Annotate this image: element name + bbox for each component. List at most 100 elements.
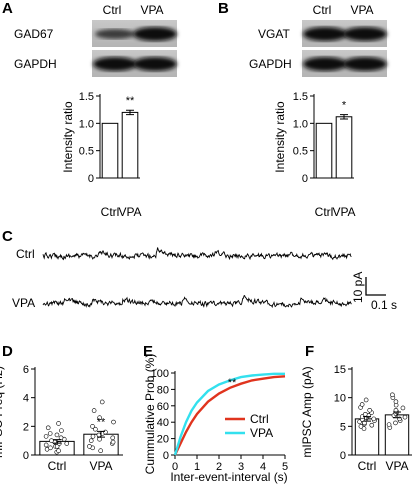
data-point-vpa xyxy=(97,415,102,421)
y-tick-label: 0 xyxy=(23,450,29,462)
y-tick-label: 0 xyxy=(163,450,169,462)
error-bar-vpa xyxy=(97,430,105,438)
data-point-vpa xyxy=(90,434,96,439)
data-point-ctrl xyxy=(48,445,53,451)
y-axis-label: Intensity ratio xyxy=(273,101,287,173)
y-tick-label: 1.5 xyxy=(293,91,308,103)
data-point-ctrl xyxy=(371,416,377,422)
data-point-vpa xyxy=(110,439,116,445)
y-tick-label: 15 xyxy=(334,364,346,376)
data-point-vpa xyxy=(97,436,102,442)
y-tick-label: 4 xyxy=(23,393,29,405)
x-tick-label: 1 xyxy=(194,461,200,473)
bar-ctrl xyxy=(315,122,333,179)
panel-label-c: C xyxy=(2,228,13,245)
y-tick-label: 10 xyxy=(334,393,346,405)
data-point-vpa xyxy=(93,426,98,432)
bar-vpa xyxy=(335,116,353,179)
blot-a-col-ctrl: Ctrl xyxy=(103,3,122,17)
x-tick-label-vpa: VPA xyxy=(385,459,408,473)
data-point-ctrl xyxy=(361,426,367,431)
y-axis-label: mIPSC Freq (Hz) xyxy=(0,366,5,458)
data-point-ctrl xyxy=(54,432,60,438)
panel-label-f: F xyxy=(305,343,314,360)
bar-ctrl xyxy=(354,418,380,456)
series-line-ctrl xyxy=(173,375,286,456)
data-point-ctrl xyxy=(56,421,61,426)
y-tick-label: 6 xyxy=(23,364,29,376)
y-tick-label: 2 xyxy=(23,421,29,433)
significance-marker: * xyxy=(342,100,347,112)
scale-bar xyxy=(365,277,386,296)
legend-label-vpa: VPA xyxy=(250,426,273,440)
data-point-ctrl xyxy=(358,424,364,429)
blot-b-col-ctrl: Ctrl xyxy=(313,3,332,17)
significance-marker: ** xyxy=(126,95,135,107)
blot-b-band xyxy=(343,27,387,41)
data-point-ctrl xyxy=(369,422,375,428)
y-tick-label: 60 xyxy=(157,401,169,413)
panel-label-d: D xyxy=(2,343,13,360)
legend-label-ctrl: Ctrl xyxy=(250,412,269,426)
blot-b-band-gapdh: GAPDH xyxy=(249,57,292,71)
blot-b-col-vpa: VPA xyxy=(350,3,373,17)
error-bar-ctrl xyxy=(53,439,61,444)
x-tick-label: 5 xyxy=(282,461,288,473)
data-point-vpa xyxy=(90,424,95,429)
data-point-vpa xyxy=(91,408,97,413)
y-tick-label: 1.0 xyxy=(293,118,308,130)
scale-bar-x-label: 0.1 s xyxy=(371,298,397,312)
traces-c: Ctrl VPA 10 pA 0.1 s xyxy=(12,247,397,312)
data-point-vpa xyxy=(111,419,116,425)
significance-marker: ** xyxy=(228,377,237,389)
series-line-vpa xyxy=(173,372,285,456)
x-tick-label-ctrl: Ctrl xyxy=(358,459,377,473)
bar-ctrl xyxy=(101,122,119,179)
blot-a-band xyxy=(95,29,135,39)
blot-a-col-vpa: VPA xyxy=(140,3,163,17)
x-tick-label-ctrl: Ctrl xyxy=(101,205,120,219)
blot-b-band xyxy=(343,57,387,71)
trace-label-ctrl: Ctrl xyxy=(16,247,35,261)
x-tick-label-vpa: VPA xyxy=(332,205,355,219)
data-point-ctrl xyxy=(45,425,51,431)
y-tick-label: 0 xyxy=(88,173,94,185)
data-point-vpa xyxy=(386,422,392,427)
data-point-ctrl xyxy=(363,397,369,403)
error-bar-vpa xyxy=(393,411,401,419)
blot-b-band xyxy=(303,57,347,71)
data-point-vpa xyxy=(88,438,94,443)
x-tick-label: 4 xyxy=(260,461,266,473)
trace-label-vpa: VPA xyxy=(12,296,35,310)
y-axis-label: Cummulative Prob (%) xyxy=(143,354,157,475)
panel-label-e: E xyxy=(143,343,153,360)
data-point-ctrl xyxy=(43,442,49,448)
bar-vpa xyxy=(384,414,410,456)
x-axis-label: Inter-event-interval (s) xyxy=(170,470,287,484)
blot-b-band-vgat: VGAT xyxy=(258,27,290,41)
y-tick-label: 40 xyxy=(157,417,169,429)
y-axis-label: Intensity ratio xyxy=(61,101,75,173)
blot-a-band xyxy=(133,57,177,71)
data-point-vpa xyxy=(87,444,92,449)
y-axis-label: mIPSC Amp (pA) xyxy=(300,366,314,457)
data-point-ctrl xyxy=(47,431,53,436)
blot-a-band xyxy=(93,57,137,71)
x-tick-label-vpa: VPA xyxy=(89,459,112,473)
error-bar-vpa xyxy=(126,109,134,116)
y-tick-label: 5 xyxy=(340,421,346,433)
trace-ctrl xyxy=(42,247,352,261)
significance-marker: ** xyxy=(97,416,106,428)
blot-a-band-gapdh: GAPDH xyxy=(14,57,57,71)
data-point-ctrl xyxy=(362,411,368,417)
y-tick-label: 80 xyxy=(157,384,169,396)
y-tick-label: 100 xyxy=(151,368,169,380)
data-point-ctrl xyxy=(64,441,70,446)
data-point-vpa xyxy=(98,448,103,454)
data-point-ctrl xyxy=(367,407,372,413)
data-point-ctrl xyxy=(58,435,64,441)
x-tick-label-ctrl: Ctrl xyxy=(315,205,334,219)
blot-b-band xyxy=(303,27,347,41)
panel-label-a: A xyxy=(2,0,13,17)
